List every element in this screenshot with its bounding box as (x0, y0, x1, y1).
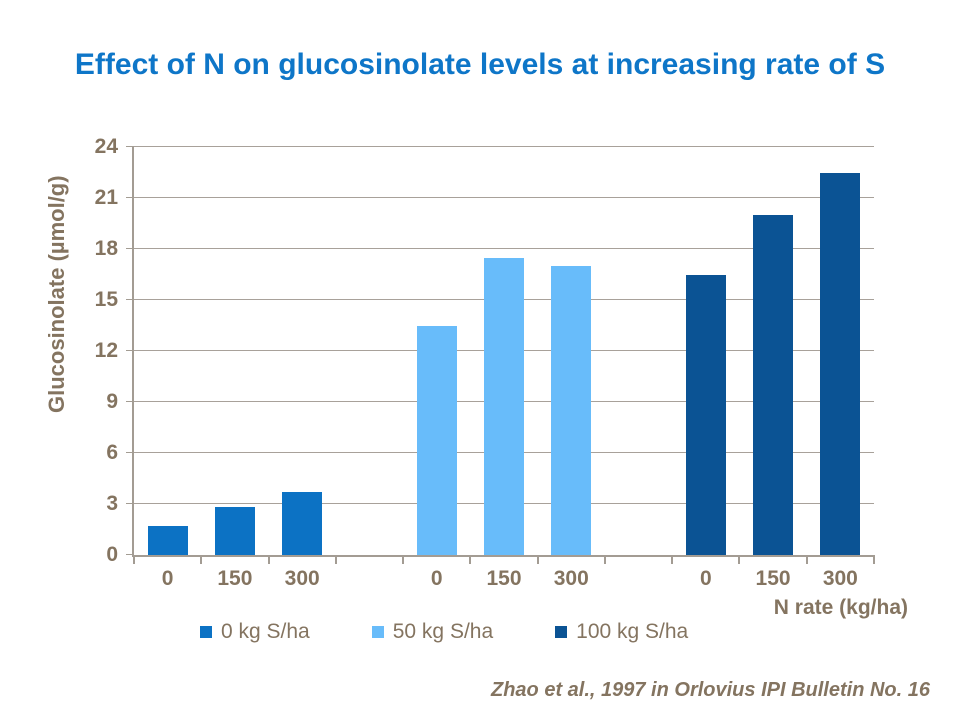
x-tick-label: 150 (217, 567, 253, 590)
y-axis-tick (126, 146, 134, 147)
x-tick-label: 0 (161, 567, 174, 590)
legend-item: 0 kg S/ha (200, 620, 310, 644)
x-tick-label: 300 (284, 567, 320, 590)
legend-item: 50 kg S/ha (371, 620, 494, 644)
x-tick-label: 0 (699, 567, 712, 590)
bar (685, 274, 726, 555)
y-tick-label: 18 (94, 237, 118, 260)
bar (551, 266, 592, 555)
bar (820, 172, 861, 555)
gridline (134, 248, 874, 249)
x-axis-title: N rate (kg/ha) (773, 596, 908, 619)
x-axis-tick (603, 555, 606, 564)
y-tick-label: 12 (94, 339, 118, 362)
y-axis-tick (126, 503, 134, 504)
bar (214, 507, 255, 555)
x-axis-tick (805, 555, 808, 564)
chart-title: Effect of N on glucosinolate levels at i… (74, 48, 886, 81)
x-axis-tick (738, 555, 741, 564)
y-tick-label: 24 (94, 135, 118, 158)
bar (147, 526, 188, 555)
y-axis-tick (126, 452, 134, 453)
x-axis-tick (133, 555, 135, 564)
y-axis-tick (126, 401, 134, 402)
legend-swatch (200, 626, 212, 638)
x-tick-label: 150 (486, 567, 522, 590)
gridline (134, 197, 874, 198)
y-tick-label: 15 (94, 288, 118, 311)
y-axis-tick (126, 350, 134, 351)
legend-swatch (555, 626, 568, 638)
gridline (134, 146, 874, 147)
y-axis-tick (126, 197, 134, 198)
x-axis-tick (200, 555, 203, 564)
x-tick-label: 0 (430, 567, 443, 590)
bar (484, 257, 524, 555)
citation: Zhao et al., 1997 in Orlovius IPI Bullet… (490, 679, 930, 701)
x-tick-label: 300 (553, 567, 589, 590)
x-axis-tick (267, 555, 270, 564)
y-tick-label: 9 (106, 390, 118, 413)
x-tick-label: 300 (822, 567, 858, 590)
bar (753, 215, 794, 555)
y-tick-label: 0 (106, 543, 118, 566)
legend-item: 100 kg S/ha (555, 620, 688, 644)
x-axis-tick (873, 555, 875, 564)
x-axis-tick (536, 555, 539, 564)
x-axis-tick (334, 555, 337, 564)
legend-label: 0 kg S/ha (221, 620, 310, 643)
y-tick-label: 3 (106, 492, 118, 515)
y-tick-label: 6 (106, 441, 118, 464)
y-axis-tick (126, 554, 134, 555)
x-tick-label: 150 (755, 567, 791, 590)
bar (282, 492, 323, 555)
y-axis-tick (126, 248, 134, 249)
bar (416, 325, 457, 555)
x-axis-tick (402, 555, 405, 564)
plot-area: 0 3 6 9 12 15 18 21 24 0 150 300 0 150 300 0 150 300 (95, 135, 875, 590)
legend-swatch (371, 626, 384, 638)
legend-label: 50 kg S/ha (392, 620, 494, 643)
legend: 0 kg S/ha 50 kg S/ha 100 kg S/ha (200, 620, 688, 644)
y-axis-tick (126, 299, 134, 300)
x-axis-tick (671, 555, 674, 564)
y-tick-label: 21 (94, 186, 118, 209)
x-axis-tick (469, 555, 472, 564)
legend-label: 100 kg S/ha (576, 620, 689, 643)
